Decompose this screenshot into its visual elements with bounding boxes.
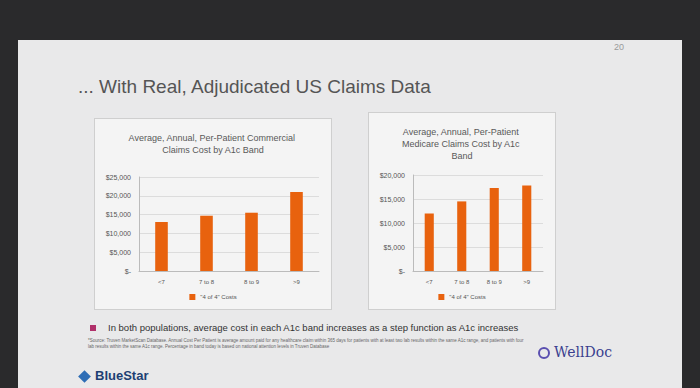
- svg-text:"4 of 4" Costs: "4 of 4" Costs: [200, 294, 236, 300]
- svg-text:<7: <7: [158, 279, 166, 285]
- svg-text:8 to 9: 8 to 9: [244, 279, 260, 285]
- svg-text:7 to 8: 7 to 8: [199, 279, 215, 285]
- html-text:*Source: Truven MarketScan Dat: *Source: Truven MarketScan Database. Ann…: [88, 338, 524, 349]
- svg-text:$-: $-: [125, 268, 132, 275]
- html-text:WellDoc: WellDoc: [554, 344, 612, 360]
- svg-text:$10,000: $10,000: [106, 230, 131, 237]
- html-text:In both populations, average c: In both populations, average cost in eac…: [108, 322, 519, 333]
- html-text:20: 20: [614, 42, 624, 52]
- svg-text:>9: >9: [293, 279, 301, 285]
- svg-text:$5,000: $5,000: [110, 249, 132, 256]
- html-text:BlueStar: BlueStar: [95, 368, 149, 383]
- svg-text:8 to 9: 8 to 9: [487, 279, 503, 285]
- svg-text:<7: <7: [426, 279, 434, 285]
- svg-text:$20,000: $20,000: [106, 192, 131, 199]
- svg-text:>9: >9: [523, 279, 531, 285]
- svg-text:$-: $-: [399, 268, 406, 275]
- svg-text:$15,000: $15,000: [106, 211, 131, 218]
- svg-text:$5,000: $5,000: [384, 244, 406, 251]
- html-text:... With Real, Adjudicated US: ... With Real, Adjudicated US Claims Dat…: [78, 76, 431, 97]
- svg-text:7 to 8: 7 to 8: [454, 279, 470, 285]
- svg-text:Band: Band: [451, 151, 472, 161]
- svg-text:$20,000: $20,000: [380, 172, 405, 179]
- svg-text:Average, Annual, Per-Patient: Average, Annual, Per-Patient: [403, 127, 521, 137]
- svg-text:$15,000: $15,000: [380, 196, 405, 203]
- svg-text:"4 of 4" Costs: "4 of 4" Costs: [449, 294, 485, 300]
- svg-text:$10,000: $10,000: [380, 220, 405, 227]
- svg-text:Average, Annual, Per-Patient C: Average, Annual, Per-Patient Commercial: [129, 133, 298, 143]
- svg-text:$25,000: $25,000: [106, 174, 131, 181]
- svg-text:Medicare Claims Cost by A1c: Medicare Claims Cost by A1c: [402, 139, 522, 149]
- svg-text:Claims Cost by A1c Band: Claims Cost by A1c Band: [162, 145, 264, 155]
